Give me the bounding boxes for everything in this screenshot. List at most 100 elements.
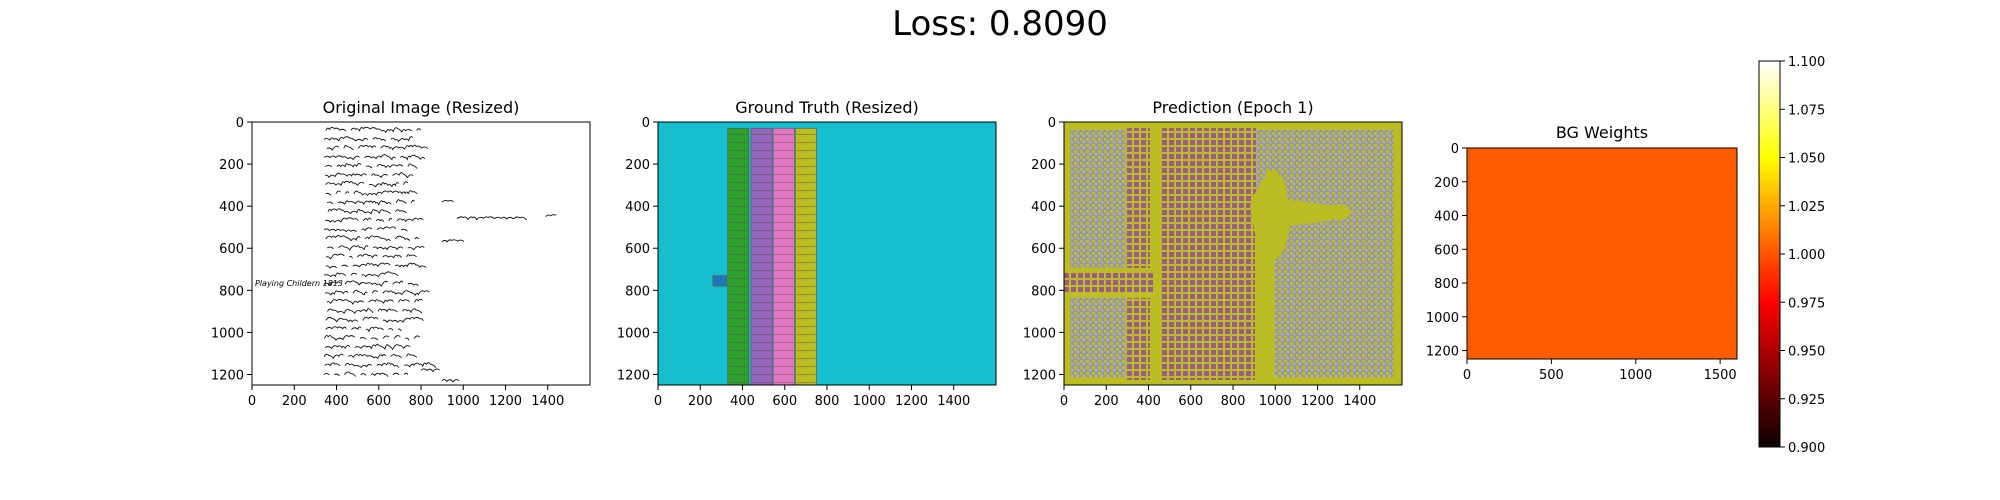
- y-tick-label: 1000: [1023, 326, 1056, 341]
- ledger-line: [325, 316, 424, 324]
- x-tick-label: 400: [1136, 394, 1161, 409]
- x-tick-label: 1200: [895, 394, 928, 409]
- handwritten-ledger: [323, 127, 557, 383]
- y-tick-label: 0: [1451, 142, 1459, 157]
- gt-region-column-1: [727, 128, 750, 386]
- y-tick-label: 1200: [1426, 345, 1459, 360]
- ledger-line: [324, 362, 437, 369]
- colorbar-gradient: [1758, 60, 1781, 448]
- x-tick-label: 1400: [937, 394, 970, 409]
- colorbar-tick-label: 1.000: [1788, 248, 1825, 263]
- x-tick-label: 0: [248, 394, 256, 409]
- y-tick-label: 800: [1031, 284, 1056, 299]
- y-tick-label: 800: [625, 284, 650, 299]
- axes-frame: [251, 121, 591, 386]
- x-tick-label: 1000: [1259, 394, 1292, 409]
- y-tick-label: 0: [236, 116, 244, 131]
- x-tick-label: 1200: [489, 394, 522, 409]
- ledger-line: [324, 289, 430, 296]
- ledger-line: [327, 208, 407, 215]
- y-tick-label: 200: [625, 158, 650, 173]
- colorbar-tick-label: 0.950: [1788, 345, 1825, 360]
- x-tick-label: 200: [282, 394, 307, 409]
- ledger-note: [420, 368, 440, 373]
- ledger-line: [325, 326, 402, 333]
- x-tick-label: 400: [730, 394, 755, 409]
- ledger-line: [323, 226, 408, 233]
- axes: 0 200 400 600 800 1000 1200 1400 0 200 400 600 800 10…: [617, 116, 970, 409]
- panel-prediction: Prediction (Epoch 1) 0 200 400 600 800 1000 12…: [1023, 98, 1403, 409]
- ledger-line: [323, 353, 418, 360]
- ledger-note: [441, 379, 460, 383]
- x-tick-label: 1200: [1301, 394, 1334, 409]
- gt-region-column-2: [750, 128, 773, 386]
- panel-ground-truth: Ground Truth (Resized) 0 200 400 600 800 1000…: [617, 98, 997, 409]
- colorbar-tick-label: 0.925: [1788, 393, 1825, 408]
- handwritten-margin-note: Playing Childern 1813: [255, 279, 343, 288]
- panel-bg-weights: BG Weights 0 500 1000 1500 0 200 400 600 800 1000…: [1426, 123, 1738, 383]
- x-tick-label: 200: [688, 394, 713, 409]
- y-tick-label: 1200: [617, 368, 650, 383]
- bg-weights-area: [1467, 148, 1737, 359]
- y-tick-label: 200: [1434, 176, 1459, 191]
- colorbar-tick-label: 0.975: [1788, 296, 1825, 311]
- colorbar-tick-label: 0.900: [1788, 441, 1825, 456]
- x-tick-label: 1000: [447, 394, 480, 409]
- colorbar: 0.900 0.925 0.950 0.975 1.000 1.025 1.050 1.075…: [1758, 55, 1825, 456]
- y-tick-label: 400: [625, 200, 650, 215]
- figure-suptitle: Loss: 0.8090: [892, 4, 1108, 44]
- y-tick-label: 400: [219, 200, 244, 215]
- colorbar-ticks: 0.900 0.925 0.950 0.975 1.000 1.025 1.050 1.075…: [1780, 55, 1825, 456]
- panel-title: Prediction (Epoch 1): [1152, 98, 1313, 117]
- ledger-line: [323, 280, 419, 287]
- y-tick-label: 1000: [617, 326, 650, 341]
- x-tick-label: 400: [324, 394, 349, 409]
- colorbar-tick-label: 1.025: [1788, 200, 1825, 215]
- ledger-line: [325, 217, 424, 223]
- x-tick-label: 0: [1060, 394, 1068, 409]
- axes: 0 200 400 600 800 1000 1200 1400 0 200 400 600 800 10…: [211, 116, 564, 409]
- y-tick-label: 600: [625, 242, 650, 257]
- gt-regions: [712, 128, 817, 386]
- y-tick-label: 800: [1434, 277, 1459, 292]
- x-tick-label: 600: [1178, 394, 1203, 409]
- x-tick-label: 600: [772, 394, 797, 409]
- ledger-line: [326, 144, 429, 151]
- y-tick-label: 0: [1048, 116, 1056, 131]
- y-tick-label: 1200: [1023, 368, 1056, 383]
- colorbar-tick-label: 1.100: [1788, 55, 1825, 70]
- ledger-line: [326, 199, 415, 206]
- y-tick-label: 600: [1434, 243, 1459, 258]
- gt-region-column-3: [772, 128, 795, 386]
- gt-background-region: [658, 122, 996, 385]
- x-tick-label: 800: [815, 394, 840, 409]
- axes-frame: [1466, 147, 1738, 360]
- ledger-note: [545, 214, 557, 218]
- x-tick-label: 1000: [853, 394, 886, 409]
- x-tick-label: 0: [1463, 368, 1471, 383]
- x-tick-label: 1400: [1343, 394, 1376, 409]
- x-tick-label: 0: [654, 394, 662, 409]
- ledger-line: [327, 308, 423, 314]
- ledger-line: [326, 298, 423, 305]
- y-tick-label: 400: [1031, 200, 1056, 215]
- x-tick-label: 500: [1539, 368, 1564, 383]
- x-tick-label: 200: [1094, 394, 1119, 409]
- panel-title: Original Image (Resized): [323, 98, 520, 117]
- ledger-line: [324, 335, 420, 341]
- axes: 0 500 1000 1500 0 200 400 600 800 1000 1200: [1426, 142, 1737, 383]
- colorbar-tick-label: 1.050: [1788, 152, 1825, 167]
- gt-region-column-4: [795, 128, 817, 386]
- y-tick-label: 200: [1031, 158, 1056, 173]
- panel-original-image: Original Image (Resized) Playing Childer…: [211, 98, 591, 409]
- y-tick-label: 1000: [1426, 311, 1459, 326]
- y-tick-label: 0: [642, 116, 650, 131]
- ledger-note: [456, 216, 528, 221]
- x-tick-label: 800: [409, 394, 434, 409]
- axes: 0 200 400 600 800 1000 1200 1400 0 200 400 600 800 10…: [1023, 116, 1376, 409]
- plot-area: [252, 122, 590, 385]
- y-tick-label: 1200: [211, 368, 244, 383]
- y-tick-label: 400: [1434, 210, 1459, 225]
- ledger-note: [441, 199, 454, 203]
